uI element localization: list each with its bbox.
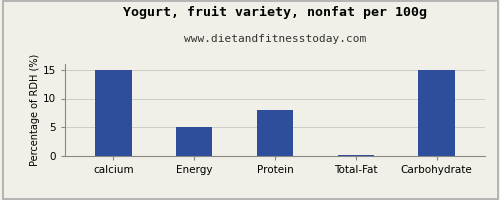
Bar [257, 110, 293, 156]
Bar [96, 70, 132, 156]
Bar [176, 127, 212, 156]
Text: Yogurt, fruit variety, nonfat per 100g: Yogurt, fruit variety, nonfat per 100g [123, 6, 427, 19]
Bar [418, 70, 454, 156]
Bar [338, 155, 374, 156]
Text: www.dietandfitnesstoday.com: www.dietandfitnesstoday.com [184, 34, 366, 44]
Y-axis label: Percentage of RDH (%): Percentage of RDH (%) [30, 54, 40, 166]
